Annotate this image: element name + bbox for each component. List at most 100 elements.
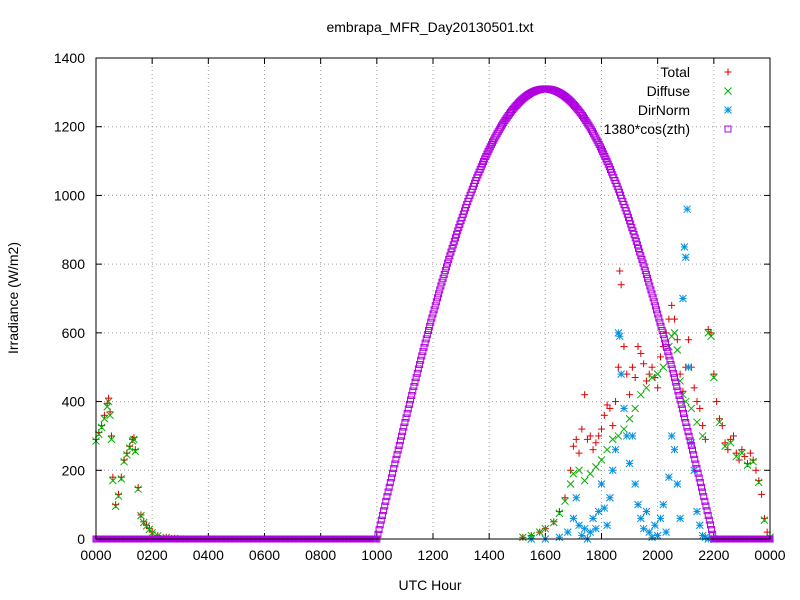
data-point bbox=[137, 511, 145, 520]
data-point bbox=[437, 282, 445, 290]
data-point bbox=[658, 326, 666, 334]
data-point bbox=[428, 314, 436, 322]
data-point bbox=[100, 411, 108, 419]
data-point bbox=[396, 437, 404, 445]
data-point bbox=[106, 411, 114, 420]
data-point bbox=[703, 507, 711, 515]
data-point bbox=[628, 432, 637, 440]
data-point bbox=[445, 255, 453, 263]
data-point bbox=[380, 507, 388, 515]
data-point bbox=[642, 507, 651, 516]
data-point bbox=[636, 514, 645, 523]
data-point bbox=[690, 451, 698, 459]
data-point bbox=[425, 326, 433, 334]
data-point bbox=[681, 253, 690, 262]
data-point bbox=[374, 530, 382, 538]
data-point bbox=[385, 483, 393, 491]
data-point bbox=[673, 383, 681, 391]
data-point bbox=[575, 466, 583, 475]
data-point bbox=[431, 302, 439, 310]
data-point bbox=[386, 479, 394, 487]
data-point bbox=[381, 502, 389, 510]
data-point bbox=[617, 281, 625, 289]
data-point bbox=[389, 469, 397, 477]
data-point bbox=[639, 524, 648, 533]
data-point bbox=[674, 387, 682, 395]
data-point bbox=[659, 331, 667, 339]
data-point bbox=[572, 493, 581, 502]
data-point bbox=[439, 274, 447, 282]
x-tick-label: 0200 bbox=[137, 547, 168, 563]
data-point bbox=[743, 461, 752, 469]
data-point bbox=[667, 432, 676, 440]
data-point bbox=[603, 521, 611, 530]
data-point bbox=[694, 469, 702, 477]
data-point bbox=[749, 457, 758, 466]
data-point bbox=[670, 329, 679, 337]
data-point bbox=[651, 521, 659, 530]
data-point bbox=[687, 441, 695, 449]
x-tick-label: 1200 bbox=[417, 547, 448, 563]
data-point bbox=[644, 274, 652, 282]
data-point bbox=[695, 474, 703, 482]
data-point bbox=[448, 244, 456, 252]
data-point bbox=[578, 425, 586, 433]
data-point bbox=[606, 493, 614, 502]
y-tick-label: 200 bbox=[62, 462, 86, 478]
data-point bbox=[598, 145, 605, 153]
data-point bbox=[572, 435, 580, 443]
chart-title: embrapa_MFR_Day20130501.txt bbox=[326, 19, 533, 35]
y-axis-label: Irradiance (W/m2) bbox=[5, 242, 21, 354]
x-tick-label: 2200 bbox=[698, 547, 729, 563]
data-point bbox=[746, 449, 754, 457]
data-point bbox=[387, 474, 395, 482]
data-point bbox=[713, 398, 721, 406]
data-point bbox=[669, 369, 677, 377]
data-point bbox=[671, 374, 679, 382]
data-point bbox=[676, 514, 684, 523]
data-point bbox=[637, 252, 645, 260]
y-tick-label: 600 bbox=[62, 325, 86, 341]
data-point bbox=[754, 478, 763, 487]
data-point bbox=[485, 145, 493, 153]
data-point bbox=[378, 511, 386, 519]
data-point bbox=[732, 449, 740, 457]
data-point bbox=[635, 244, 643, 252]
legend-label: Diffuse bbox=[647, 83, 691, 99]
data-point bbox=[599, 148, 607, 156]
data-point bbox=[563, 528, 572, 536]
data-point bbox=[693, 465, 701, 473]
data-point bbox=[710, 370, 718, 378]
data-point bbox=[484, 148, 492, 156]
data-point bbox=[441, 267, 449, 275]
legend-label: DirNorm bbox=[638, 102, 690, 118]
data-point bbox=[628, 363, 636, 371]
data-point bbox=[131, 447, 140, 456]
data-point bbox=[407, 396, 415, 404]
data-point bbox=[569, 469, 578, 478]
data-point bbox=[592, 462, 600, 471]
data-point bbox=[726, 438, 735, 447]
data-point bbox=[640, 263, 648, 271]
data-point bbox=[645, 278, 653, 286]
data-point bbox=[729, 432, 737, 440]
data-point bbox=[646, 282, 654, 290]
data-point bbox=[647, 286, 655, 294]
data-point bbox=[549, 518, 558, 527]
data-point bbox=[596, 143, 604, 151]
data-point bbox=[634, 343, 642, 351]
data-point bbox=[111, 502, 120, 511]
data-point bbox=[654, 310, 662, 318]
data-point bbox=[684, 363, 693, 372]
data-point bbox=[411, 378, 419, 386]
data-point bbox=[418, 352, 426, 360]
data-point bbox=[134, 485, 142, 494]
data-point bbox=[695, 521, 704, 530]
data-point bbox=[399, 428, 407, 436]
data-point bbox=[697, 483, 705, 491]
data-point bbox=[690, 384, 698, 392]
data-point bbox=[413, 369, 421, 377]
x-tick-label: 0400 bbox=[193, 547, 224, 563]
data-point bbox=[683, 423, 691, 431]
